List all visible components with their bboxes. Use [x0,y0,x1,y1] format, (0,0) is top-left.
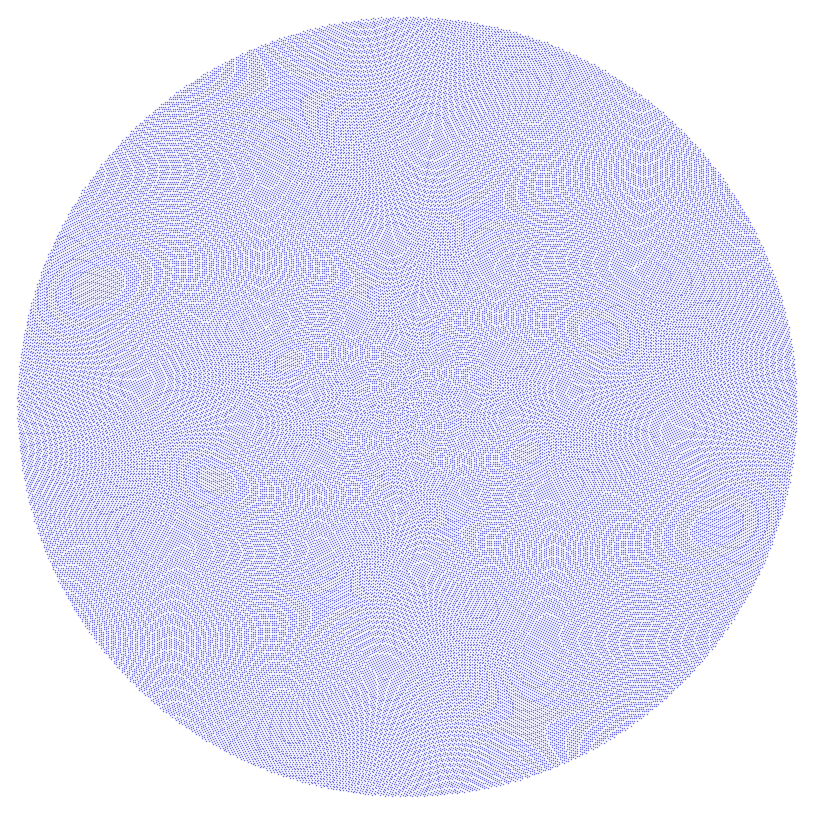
figure-stage [0,0,815,814]
phyllotaxis-dot-disc [0,0,815,814]
